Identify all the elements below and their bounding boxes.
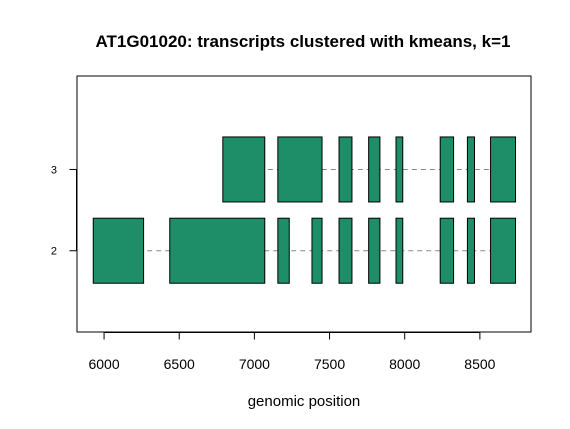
x-tick-label-8500: 8500	[464, 356, 495, 372]
x-tick-label-6500: 6500	[164, 356, 195, 372]
exon-2-10	[490, 217, 517, 284]
y-axis: 23	[51, 164, 77, 258]
exon-3-6	[439, 136, 455, 203]
exon-2-1	[92, 217, 145, 284]
chart-title: AT1G01020: transcripts clustered with km…	[96, 32, 511, 51]
x-tick-label-7000: 7000	[239, 356, 270, 372]
x-tick-label-7500: 7500	[314, 356, 345, 372]
plot-frame	[76, 75, 532, 333]
exon-3-4	[368, 136, 381, 203]
y-tick-label-2: 2	[51, 246, 57, 258]
exon-2-8	[439, 217, 455, 284]
exon-3-3	[338, 136, 353, 203]
x-axis: 6000 6500 7000 7500 8000 8500	[88, 332, 496, 372]
exon-2-9	[466, 217, 475, 284]
x-axis-label: genomic position	[248, 393, 361, 410]
x-tick-label-8000: 8000	[389, 356, 420, 372]
exon-3-5	[395, 136, 404, 203]
exon-3-2	[277, 136, 323, 203]
y-tick-label-3: 3	[51, 164, 57, 176]
exon-2-3	[277, 217, 290, 284]
exon-2-5	[338, 217, 353, 284]
x-tick-label-6000: 6000	[88, 356, 119, 372]
exon-2-7	[395, 217, 404, 284]
exon-2-2	[169, 217, 266, 284]
exon-2-6	[368, 217, 381, 284]
exon-blocks	[92, 136, 517, 284]
exon-2-4	[311, 217, 323, 284]
exon-3-7	[466, 136, 475, 203]
exon-3-8	[490, 136, 517, 203]
exon-3-1	[222, 136, 266, 203]
